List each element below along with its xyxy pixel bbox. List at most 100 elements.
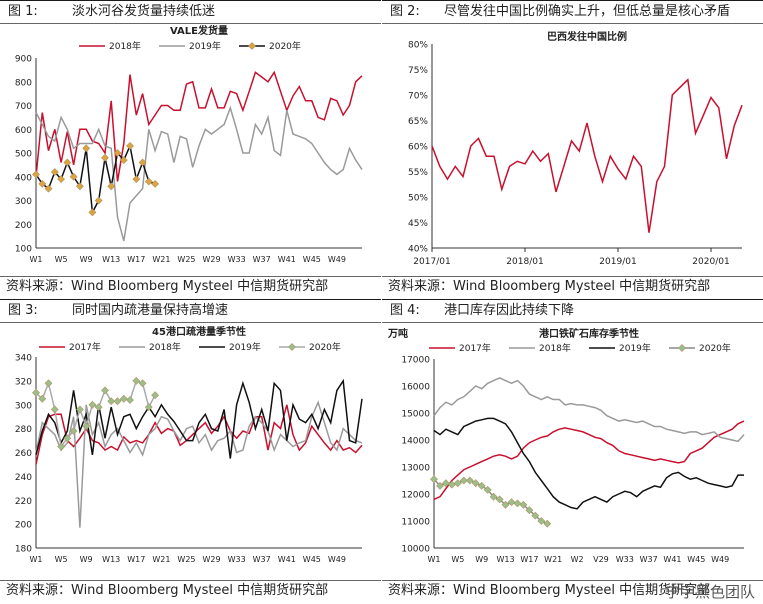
series-marker <box>82 144 91 153</box>
x-tick-label: W21 <box>544 555 562 564</box>
x-tick-label: W21 <box>152 555 170 564</box>
series-marker <box>132 175 141 183</box>
y-tick-label: 200 <box>15 221 32 231</box>
figure-1-title: 淡水河谷发货量持续低迷 <box>72 4 216 19</box>
x-tick-label: W33 <box>228 255 246 264</box>
series-marker <box>151 180 159 188</box>
y-tick-label: 260 <box>15 449 32 459</box>
series-marker <box>94 403 103 411</box>
x-tick-label: W17 <box>127 255 145 264</box>
figure-3-title: 同时国内疏港量保持高增速 <box>72 303 229 318</box>
chart-panel-1: VALE发货量 100 200 300 400 500 600 700 800 900 W1 W5 W9… <box>0 24 381 274</box>
chart-title: 巴西发往中国比例 <box>547 30 627 43</box>
x-tick-label: W49 <box>711 555 729 564</box>
y-tick-label: 320 <box>15 377 32 387</box>
series-marker <box>471 479 480 488</box>
y-tick-label: 180 <box>15 545 32 555</box>
watermark: 宁宇黑色团队 <box>664 583 755 601</box>
series-marker <box>519 500 528 509</box>
x-tick-label: W41 <box>278 255 296 264</box>
series-marker <box>126 396 134 404</box>
series-marker <box>44 184 53 193</box>
y-tick-label: 600 <box>15 126 32 136</box>
series-marker <box>543 519 552 528</box>
x-tick-label: W29 <box>202 555 220 564</box>
y-tick-label: 10000 <box>401 545 430 555</box>
x-tick-label: W17 <box>127 555 145 564</box>
x-tick-label: W1 <box>428 555 441 564</box>
legend-label: 2018年 <box>149 341 181 353</box>
series-marker <box>138 379 147 388</box>
series-marker <box>57 442 65 451</box>
figure-4-title: 港口库存因此持续下降 <box>444 303 575 318</box>
series-marker <box>430 475 438 484</box>
y-tick-label: 15000 <box>401 410 430 420</box>
y-tick-label: 65% <box>408 117 428 127</box>
figure-4-label: 图 4: <box>390 303 420 318</box>
y-tick-label: 60% <box>408 143 428 153</box>
series-line-0 <box>35 70 363 182</box>
series-marker <box>144 177 153 186</box>
series-marker <box>113 397 122 406</box>
series-marker <box>537 517 546 525</box>
x-tick-label: W5 <box>55 255 68 264</box>
series-marker <box>63 434 72 443</box>
y-tick-label: 45% <box>408 219 428 229</box>
series-line-0 <box>433 420 745 501</box>
x-tick-label: W21 <box>152 255 170 264</box>
figure-2-label: 图 2: <box>390 4 420 19</box>
chart-panel-2: 巴西发往中国比例 40% 45% 50% 55% 60% 65% 70% 75% 80% 2017/… <box>382 24 763 274</box>
y-tick-label: 40% <box>408 245 428 255</box>
y-tick-label: 280 <box>15 425 32 435</box>
figure-3-header: 图 3: 同时国内疏港量保持高增速 <box>0 299 381 323</box>
x-tick-label: 2020/01 <box>692 257 729 267</box>
x-tick-label: W45 <box>303 255 321 264</box>
x-tick-label: W37 <box>640 555 658 564</box>
x-tick-label: W45 <box>687 555 705 564</box>
chart-title: VALE发货量 <box>170 24 228 37</box>
y-tick-label: 11000 <box>401 518 430 528</box>
series-marker <box>50 168 59 176</box>
series-line-1 <box>35 400 363 528</box>
x-tick-label: W2 <box>571 555 584 564</box>
x-tick-label: W25 <box>177 555 195 564</box>
x-tick-label: W5 <box>55 555 68 564</box>
legend-label: 2018年 <box>539 342 571 354</box>
series-line-0 <box>431 78 743 233</box>
figure-3-label: 图 3: <box>8 303 38 318</box>
series-marker <box>525 506 534 515</box>
series-marker <box>119 394 128 403</box>
series-marker <box>44 379 53 388</box>
vale-shipment-chart: VALE发货量 100 200 300 400 500 600 700 800 900 W1 W5 W9… <box>15 24 363 264</box>
y-tick-label: 17000 <box>401 356 430 366</box>
series-marker <box>82 422 91 431</box>
y-tick-label: 300 <box>15 197 32 207</box>
series-marker <box>69 427 78 435</box>
series-marker <box>483 486 492 494</box>
series-marker <box>32 388 40 397</box>
series-marker <box>38 180 47 188</box>
port-outbound-chart: 45港口疏港量季节性 180 200 220 240 260 280 300 320 340 W1 W… <box>15 325 363 564</box>
chart-title: 港口铁矿石库存季节性 <box>539 327 639 340</box>
y-tick-label: 900 <box>15 55 32 65</box>
x-tick-label: W33 <box>228 555 246 564</box>
y-tick-label: 400 <box>15 173 32 183</box>
y-tick-label: 500 <box>15 150 32 160</box>
figure-4-source: 资料来源：Wind Bloomberg Mysteel 中信期货研究部 <box>382 580 763 600</box>
legend-label: 2017年 <box>459 342 491 354</box>
series-line-1 <box>35 105 363 242</box>
y-tick-label: 300 <box>15 401 32 411</box>
series-marker <box>489 492 498 501</box>
series-line-3 <box>35 379 156 449</box>
series-marker <box>151 391 159 400</box>
x-tick-label: W29 <box>202 255 220 264</box>
legend-label: 2020年 <box>309 341 341 353</box>
y-tick-label: 800 <box>15 78 32 88</box>
y-tick-label: 13000 <box>401 464 430 474</box>
y-tick-label: 50% <box>408 194 428 204</box>
x-tick-label: W9 <box>80 255 93 264</box>
figure-2-source: 资料来源：Wind Bloomberg Mysteel 中信期货研究部 <box>382 276 763 296</box>
series-marker <box>513 499 522 508</box>
x-tick-label: W37 <box>253 255 271 264</box>
figure-3-source: 资料来源：Wind Bloomberg Mysteel 中信期货研究部 <box>0 580 381 600</box>
